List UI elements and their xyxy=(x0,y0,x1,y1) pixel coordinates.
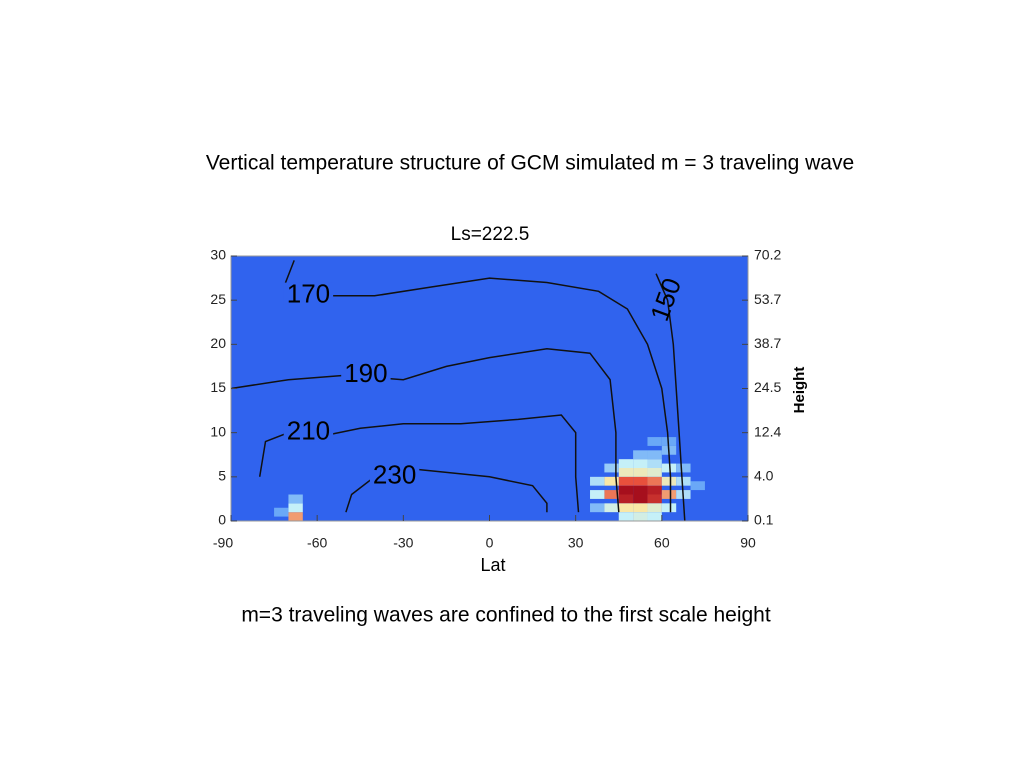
slide-caption: m=3 traveling waves are confined to the … xyxy=(241,604,771,627)
heat-cell xyxy=(633,485,648,495)
x-tick-label: 90 xyxy=(740,535,756,551)
heat-cell xyxy=(633,468,648,477)
heat-cell xyxy=(633,476,648,486)
heat-cell xyxy=(690,481,705,491)
y2-axis-label: Height xyxy=(791,367,808,414)
heat-cell xyxy=(633,459,648,468)
heat-cell xyxy=(288,503,303,513)
label-mask xyxy=(341,362,391,385)
x-tick-label: 0 xyxy=(486,535,494,551)
heat-cell xyxy=(633,450,648,460)
heat-cell xyxy=(633,503,648,513)
heat-cell xyxy=(647,485,662,495)
heat-cell xyxy=(604,503,619,513)
y2-tick-label: 4.0 xyxy=(754,468,774,484)
heat-cell xyxy=(288,512,303,521)
y2-tick-label: 0.1 xyxy=(754,512,774,528)
contour-line xyxy=(655,273,686,521)
heat-cell xyxy=(618,485,634,495)
heat-cell xyxy=(604,476,619,486)
heat-cell xyxy=(633,512,648,521)
y2-tick-label: 38.7 xyxy=(754,335,781,351)
heat-cell xyxy=(618,512,634,521)
heat-cell xyxy=(647,476,662,486)
y-tick-label: 10 xyxy=(210,423,226,439)
heat-cell xyxy=(274,507,289,517)
contour-label: 190 xyxy=(344,358,387,388)
contour-label: 210 xyxy=(287,416,330,446)
contour-label: 230 xyxy=(373,460,416,490)
contour-line xyxy=(231,348,620,513)
heat-cell xyxy=(618,459,634,468)
x-tick-label: -90 xyxy=(213,535,233,551)
x-tick-label: -30 xyxy=(393,535,413,551)
heat-cell xyxy=(647,450,662,460)
y2-tick-label: 70.2 xyxy=(754,247,781,263)
slide-title: Vertical temperature structure of GCM si… xyxy=(206,152,854,175)
y-tick-label: 15 xyxy=(210,379,226,395)
heat-cell xyxy=(288,494,303,504)
heat-cell xyxy=(604,463,619,473)
label-mask xyxy=(283,282,334,305)
heat-cell xyxy=(647,512,662,521)
chart-title: Ls=222.5 xyxy=(451,224,530,245)
heat-cell xyxy=(647,503,662,513)
y-tick-label: 0 xyxy=(218,512,226,528)
contour-line xyxy=(345,467,548,513)
y2-tick-label: 53.7 xyxy=(754,291,781,307)
heat-cell xyxy=(590,503,605,513)
heat-cell xyxy=(618,476,634,486)
heat-cell xyxy=(676,463,691,473)
y-tick-label: 5 xyxy=(218,468,226,484)
x-tick-label: 60 xyxy=(654,535,670,551)
heat-cell xyxy=(633,494,648,504)
label-mask xyxy=(283,419,334,442)
heat-cell xyxy=(618,494,634,504)
contour-label: 170 xyxy=(287,279,330,309)
heat-cell xyxy=(661,503,677,513)
y-tick-label: 25 xyxy=(210,291,226,307)
heat-cell xyxy=(618,468,634,477)
heat-cell xyxy=(661,490,677,499)
heat-cell xyxy=(661,437,677,446)
heat-cell xyxy=(618,503,634,513)
heat-cell xyxy=(661,476,677,486)
heat-cell xyxy=(604,490,619,499)
y-tick-label: 20 xyxy=(210,335,226,351)
x-tick-label: 30 xyxy=(568,535,584,551)
heat-cell xyxy=(647,468,662,477)
heat-cell xyxy=(647,459,662,468)
x-tick-label: -60 xyxy=(307,535,327,551)
y2-tick-label: 12.4 xyxy=(754,423,781,439)
heat-cell xyxy=(647,437,662,446)
heat-cell xyxy=(676,476,691,486)
y2-tick-label: 24.5 xyxy=(754,379,781,395)
heat-cell xyxy=(590,476,605,486)
x-axis-label: Lat xyxy=(480,555,505,575)
heat-cell xyxy=(590,490,605,499)
y-tick-label: 30 xyxy=(210,247,226,263)
label-mask xyxy=(369,463,420,486)
heat-cell xyxy=(647,494,662,504)
heat-cell xyxy=(661,463,677,473)
